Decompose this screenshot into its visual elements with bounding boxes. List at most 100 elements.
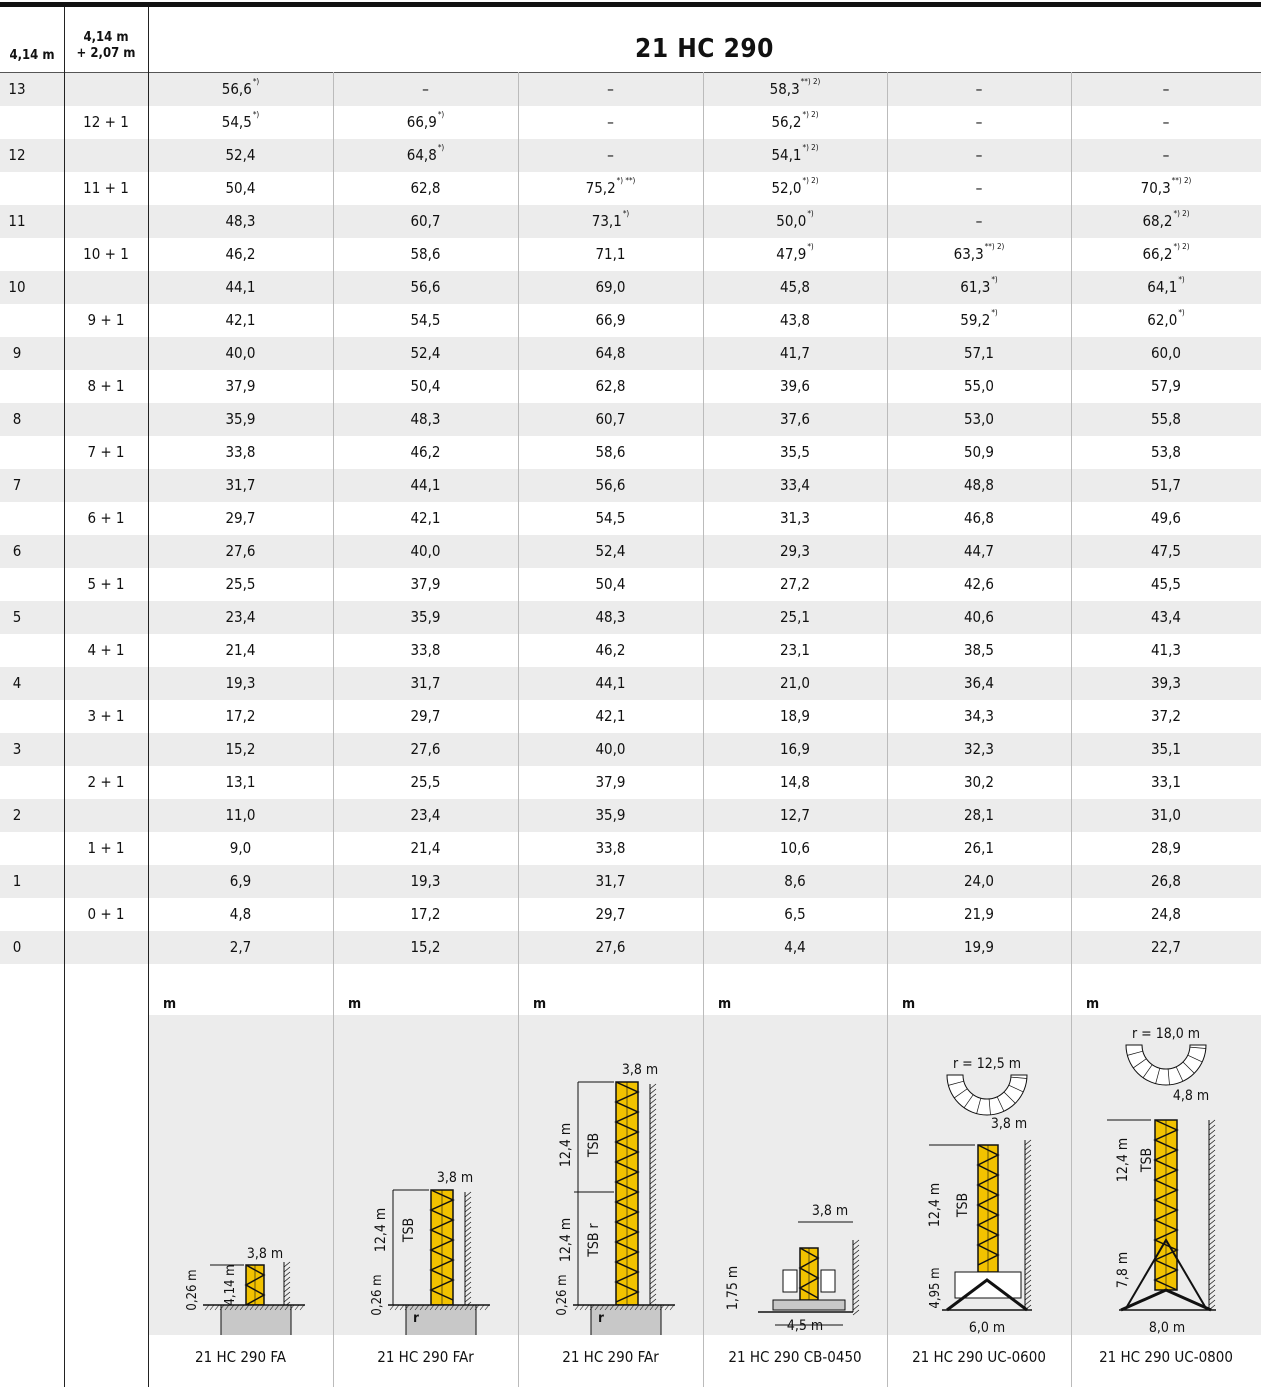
height-number: 9,0 — [229, 839, 252, 857]
divider-c4 — [887, 72, 888, 1387]
height-value: 33,8 — [333, 634, 518, 667]
ground-hatch — [404, 1304, 410, 1311]
wall-hatch — [1024, 1199, 1032, 1206]
wall-hatch — [649, 1203, 657, 1210]
wall-hatch — [464, 1201, 472, 1208]
wall-hatch — [464, 1241, 472, 1248]
wall-hatch — [1024, 1179, 1032, 1186]
height-value: 4,8 — [148, 898, 333, 931]
wall-hatch — [1024, 1174, 1032, 1181]
height-value: – — [333, 73, 518, 106]
row-label-a — [0, 238, 34, 271]
table-row: 8 35,9 48,3 60,7 37,6 53,0 55,8 — [0, 403, 1261, 436]
height-number: 11,0 — [225, 806, 256, 824]
height-number: 60,0 — [1150, 344, 1182, 362]
height-value: 60,0 — [1071, 337, 1261, 370]
height-number: 35,1 — [1150, 740, 1182, 758]
wall-hatch — [649, 1118, 657, 1125]
height-number: 33,8 — [225, 443, 256, 461]
height-value: 37,9 — [333, 568, 518, 601]
height-value: 25,1 — [703, 601, 887, 634]
height-value: 50,4 — [333, 370, 518, 403]
ground-hatch — [424, 1304, 430, 1311]
wall-hatch — [464, 1191, 472, 1198]
height-value: 23,1 — [703, 634, 887, 667]
row-label-a: 6 — [12, 542, 22, 560]
ground-hatch — [659, 1304, 665, 1311]
arc-segment — [1189, 1046, 1206, 1049]
height-number: 42,6 — [963, 575, 995, 593]
height-number: 58,3 — [769, 80, 800, 98]
wall-hatch — [1208, 1189, 1216, 1196]
height-value: 50,4 — [148, 172, 333, 205]
row-label-a: 2 — [12, 806, 22, 824]
height-number: 63,3 — [953, 245, 984, 263]
height-value: 55,0 — [887, 370, 1071, 403]
height-number: 13,1 — [225, 773, 256, 791]
unit-label: m — [163, 996, 177, 1012]
unit-label: m — [902, 996, 916, 1012]
height-number: 38,5 — [963, 641, 995, 659]
diagram-group: 3,8 m 1,75 m 4,5 m — [725, 1203, 860, 1334]
row-label-a: 13 — [8, 80, 26, 98]
ground-hatch — [279, 1304, 285, 1311]
wall-hatch — [1208, 1119, 1216, 1126]
wall-hatch — [1024, 1254, 1032, 1261]
height-value: 26,8 — [1071, 865, 1261, 898]
ground-hatch — [229, 1304, 235, 1311]
dimension-label: 7,8 m — [1115, 1252, 1131, 1288]
height-value: 63,3**) 2) — [887, 238, 1071, 271]
dimension-label: 1,75 m — [725, 1266, 741, 1310]
wall-hatch — [1024, 1184, 1032, 1191]
height-number: – — [975, 212, 983, 230]
dimension-label: 4,5 m — [787, 1318, 823, 1334]
wall-hatch — [464, 1206, 472, 1213]
row-label-a: 5 — [12, 608, 22, 626]
height-value: 68,2*) 2) — [1071, 205, 1261, 238]
wall-hatch — [1208, 1204, 1216, 1211]
height-value: 10,6 — [703, 832, 887, 865]
height-value: 61,3*) — [887, 271, 1071, 304]
wall-hatch — [283, 1261, 291, 1268]
foundation-block — [590, 1304, 662, 1335]
row-label-a: 8 — [12, 410, 22, 428]
height-value: 62,8 — [333, 172, 518, 205]
ground-hatch — [579, 1304, 585, 1311]
height-value: 50,4 — [518, 568, 703, 601]
height-number: 73,1 — [591, 212, 622, 230]
wall-hatch — [649, 1198, 657, 1205]
wall-hatch — [649, 1258, 657, 1265]
height-number: 51,7 — [1150, 476, 1182, 494]
wall-hatch — [1024, 1194, 1032, 1201]
wall-hatch — [649, 1098, 657, 1105]
wall-hatch — [852, 1254, 860, 1261]
height-number: 25,5 — [225, 575, 256, 593]
divider-b — [148, 7, 149, 1387]
footnote-marker: *) 2) — [802, 143, 819, 152]
height-number: 30,2 — [963, 773, 995, 791]
wall-hatch — [852, 1259, 860, 1266]
height-number: 19,3 — [410, 872, 441, 890]
height-number: – — [422, 80, 429, 98]
crane-base-diagram: r 3,8 m 12,4 m TSB 12,4 m TSB r 0,26 m — [555, 1062, 675, 1335]
height-value: 21,4 — [148, 634, 333, 667]
header-col-a: 4,14 m — [9, 48, 55, 63]
height-value: 17,2 — [148, 700, 333, 733]
wall-hatch — [1024, 1214, 1032, 1221]
wall-hatch — [1208, 1169, 1216, 1176]
arc-segment — [1155, 1068, 1161, 1084]
height-value: 18,9 — [703, 700, 887, 733]
height-value: 28,9 — [1071, 832, 1261, 865]
diagram-panel — [149, 1015, 333, 1335]
wall-hatch — [464, 1231, 472, 1238]
ground-hatch — [244, 1304, 250, 1311]
table-row: 9 40,0 52,4 64,8 41,7 57,1 60,0 — [0, 337, 1261, 370]
height-number: 62,8 — [410, 179, 441, 197]
height-value: 64,1*) — [1071, 271, 1261, 304]
diagram-panel — [334, 1015, 518, 1335]
diagram-group: r 3,8 m 12,4 m TSB 0,26 m — [370, 1170, 490, 1335]
height-number: – — [1162, 146, 1170, 164]
wall-hatch — [1024, 1294, 1032, 1301]
height-value: 37,2 — [1071, 700, 1261, 733]
height-value: 35,5 — [703, 436, 887, 469]
